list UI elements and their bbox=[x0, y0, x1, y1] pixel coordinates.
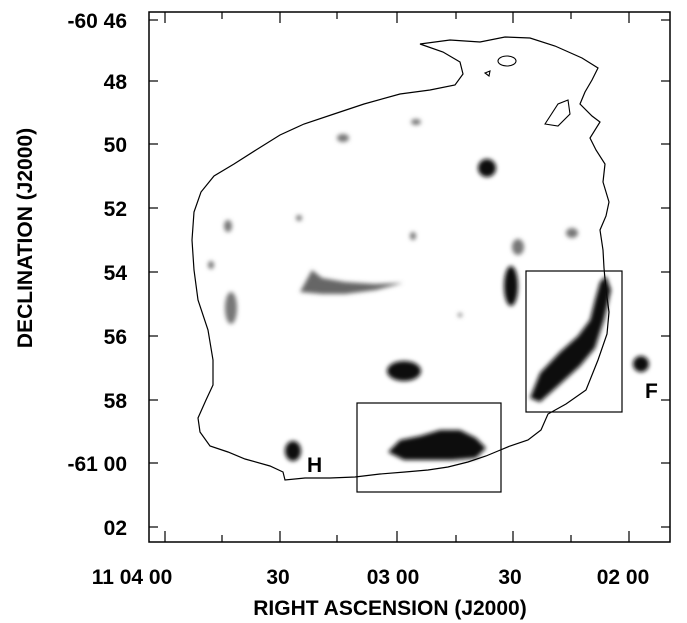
x-tick-label: 02 00 bbox=[597, 566, 650, 589]
x-tick-label: 30 bbox=[266, 566, 289, 589]
y-tick-label: 52 bbox=[104, 198, 127, 221]
y-tick-label: 54 bbox=[104, 262, 128, 285]
x-tick-label: 03 00 bbox=[367, 566, 420, 589]
inner-contour bbox=[497, 55, 517, 67]
y-tick-label: 58 bbox=[104, 390, 128, 413]
faint-emission bbox=[208, 119, 578, 324]
filament-emission bbox=[300, 270, 403, 294]
y-tick-label: 02 bbox=[104, 517, 127, 540]
x-tick-label: 30 bbox=[498, 566, 521, 589]
frame-ticks bbox=[149, 12, 670, 542]
field-contour bbox=[191, 36, 610, 481]
y-tick-label: 48 bbox=[104, 71, 128, 94]
region-box-east bbox=[525, 270, 623, 413]
inner-contour bbox=[483, 70, 491, 77]
x-axis-label: RIGHT ASCENSION (J2000) bbox=[253, 597, 526, 620]
region-box-south bbox=[356, 402, 502, 493]
bright-emission bbox=[285, 159, 649, 461]
x-tick-labels: 11 04 00 30 03 00 30 02 00 bbox=[92, 566, 650, 589]
y-tick-label: -60 46 bbox=[67, 10, 127, 33]
y-tick-labels: -60 46 48 50 52 54 56 58 -61 00 02 bbox=[67, 10, 127, 540]
x-tick-label: 11 04 00 bbox=[92, 566, 173, 589]
y-tick-label: 56 bbox=[104, 326, 127, 349]
inner-contour bbox=[544, 99, 571, 127]
y-tick-label: 50 bbox=[104, 134, 127, 157]
plot-frame bbox=[148, 11, 671, 543]
y-tick-label: -61 00 bbox=[67, 453, 127, 476]
source-label-f: F bbox=[645, 380, 658, 403]
y-axis-label: DECLINATION (J2000) bbox=[14, 128, 37, 348]
source-label-h: H bbox=[307, 454, 322, 477]
